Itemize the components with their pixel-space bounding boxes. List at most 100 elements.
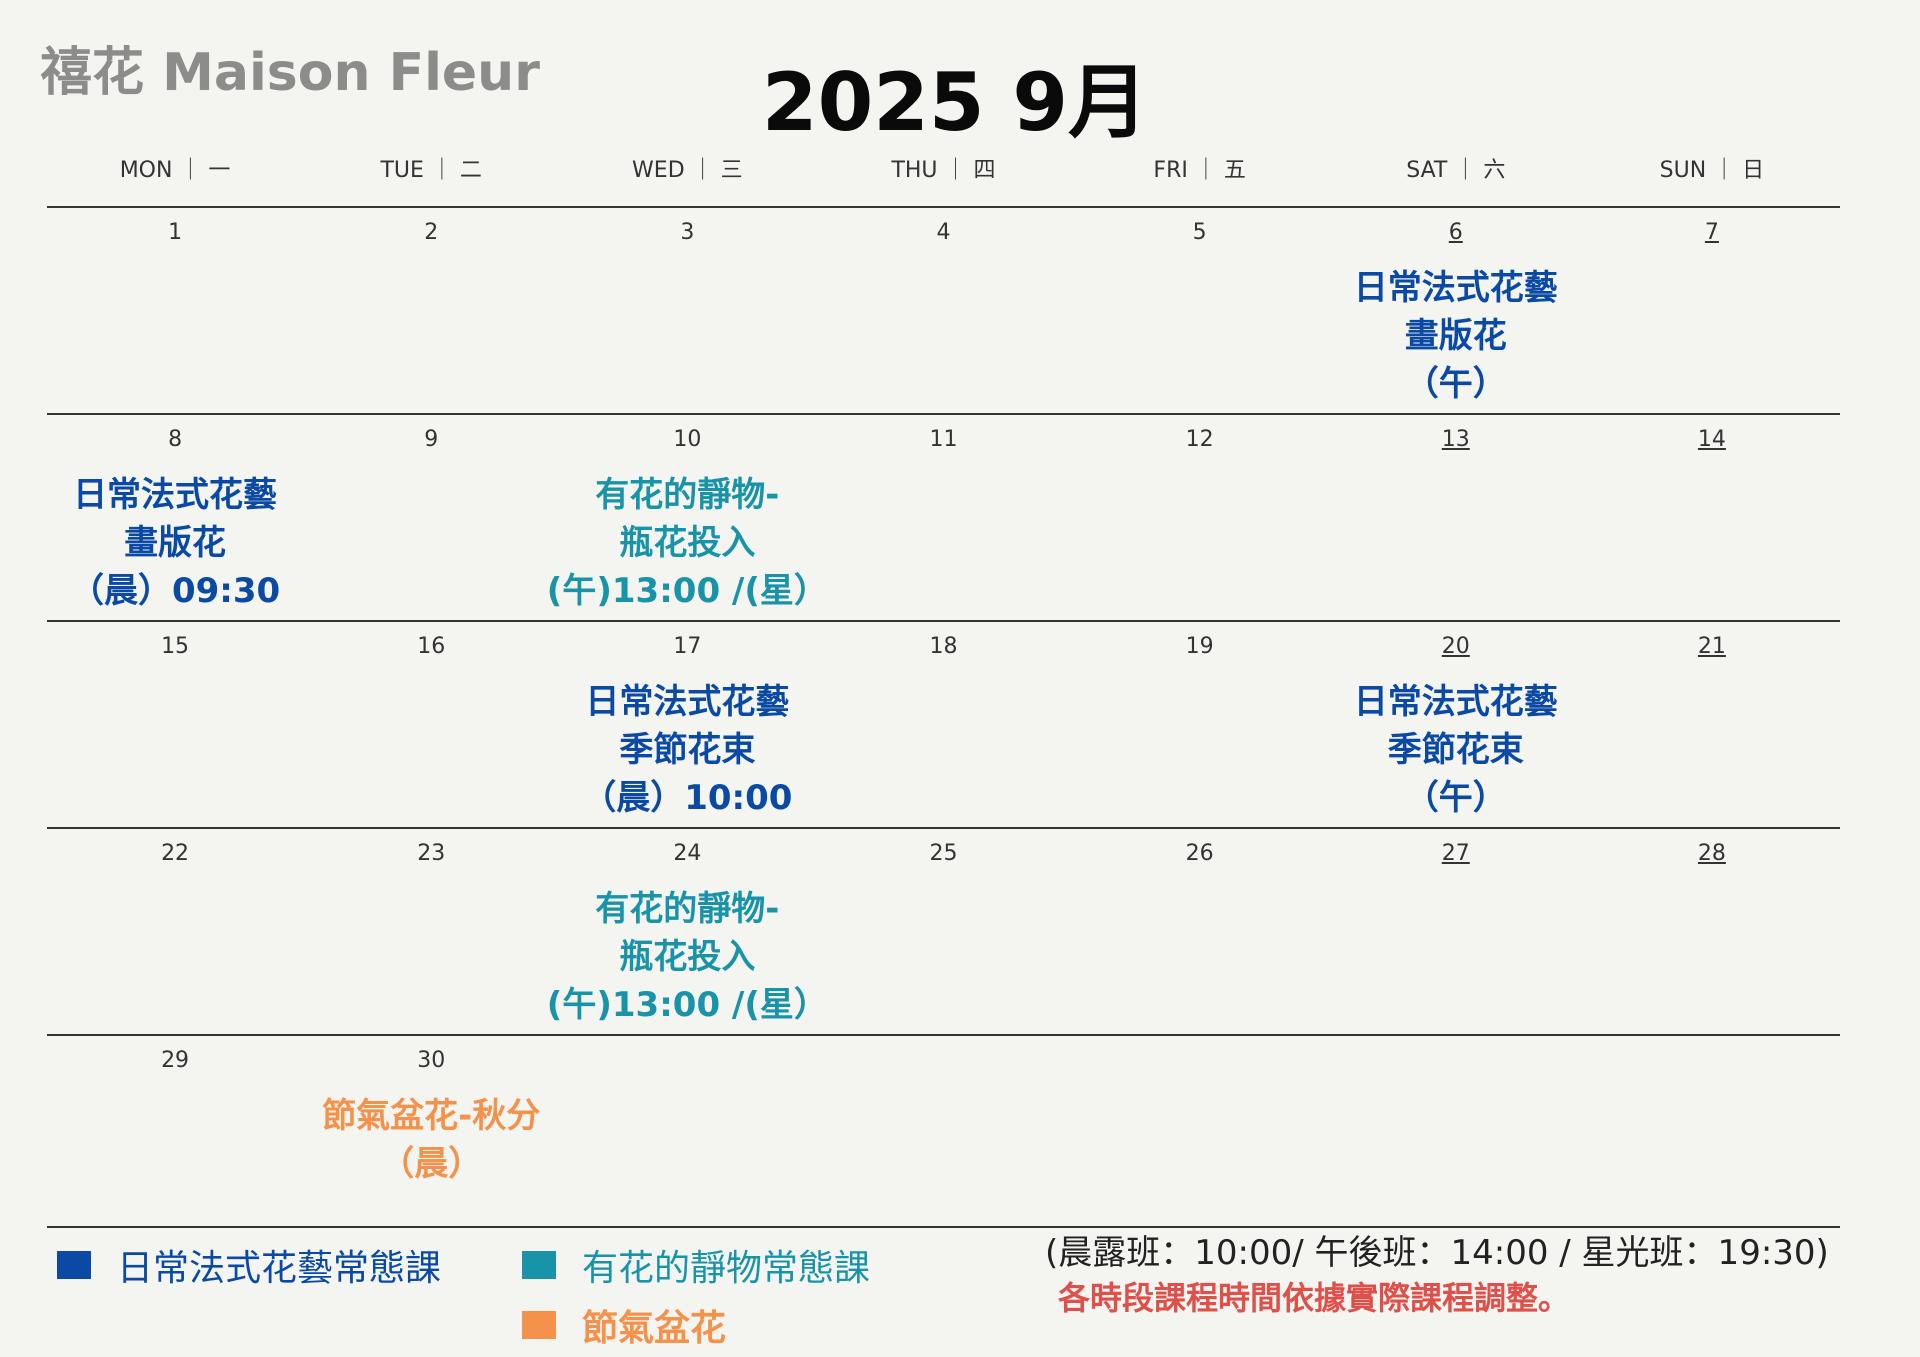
day-number: 28 bbox=[1697, 841, 1726, 866]
day-number: 15 bbox=[161, 634, 190, 659]
calendar-day: 22 bbox=[47, 829, 303, 1034]
calendar-week: 8 日常法式花藝 畫版花 （晨）09:30 9 10 有花的靜物- 瓶花投入 (午)13:00 … bbox=[47, 413, 1840, 620]
day-number: 12 bbox=[1185, 427, 1214, 452]
day-number: 1 bbox=[168, 220, 183, 245]
brand-name: 禧花 Maison Fleur bbox=[40, 43, 540, 103]
calendar-day: 25 bbox=[815, 829, 1071, 1034]
day-number: 25 bbox=[929, 841, 958, 866]
calendar-day: 19 bbox=[1072, 622, 1328, 827]
calendar-event: 有花的靜物- 瓶花投入 (午)13:00 /(星） bbox=[529, 885, 845, 1029]
day-number: 14 bbox=[1697, 427, 1726, 452]
day-number bbox=[815, 1048, 1071, 1078]
weekday-thu: THU ｜ 四 bbox=[891, 158, 996, 183]
page-title: 2025 9月 bbox=[761, 56, 1149, 149]
weekday-sun: SUN ｜ 日 bbox=[1659, 158, 1765, 183]
calendar-day: 30 節氣盆花-秋分 （晨） bbox=[303, 1036, 559, 1226]
calendar-day: 7 bbox=[1584, 208, 1840, 413]
day-number: 21 bbox=[1697, 634, 1726, 659]
calendar-day: 5 bbox=[1072, 208, 1328, 413]
weekday-header: MON ｜ 一 TUE ｜ 二 WED ｜ 三 THU ｜ 四 FRI ｜ 五 … bbox=[47, 152, 1840, 196]
calendar-day: 17 日常法式花藝 季節花束 （晨）10:00 bbox=[559, 622, 815, 827]
day-number: 10 bbox=[673, 427, 702, 452]
weekday-mon: MON ｜ 一 bbox=[119, 158, 231, 183]
calendar-day: 1 bbox=[47, 208, 303, 413]
calendar-day: 12 bbox=[1072, 415, 1328, 620]
event-line: 季節花束 bbox=[1387, 730, 1524, 770]
day-number: 13 bbox=[1441, 427, 1470, 452]
calendar-event: 日常法式花藝 季節花束 （午） bbox=[1298, 678, 1614, 822]
calendar-week: 22 23 24 有花的靜物- 瓶花投入 (午)13:00 /(星） 25 26 27 28 bbox=[47, 827, 1840, 1034]
legend-swatch-orange bbox=[522, 1311, 556, 1339]
calendar-event: 日常法式花藝 畫版花 （晨）09:30 bbox=[17, 471, 333, 615]
event-line: 瓶花投入 bbox=[619, 523, 756, 563]
calendar-week: 15 16 17 日常法式花藝 季節花束 （晨）10:00 18 19 20 日常法式花藝 季節花束… bbox=[47, 620, 1840, 827]
calendar-day: 23 bbox=[303, 829, 559, 1034]
schedule-disclaimer: 各時段課程時間依據實際課程調整。 bbox=[1058, 1279, 1571, 1317]
calendar-week: 1 2 3 4 5 6 日常法式花藝 畫版花 （午） 7 bbox=[47, 206, 1840, 413]
calendar-week: 29 30 節氣盆花-秋分 （晨） bbox=[47, 1034, 1840, 1228]
event-line: (午)13:00 /(星） bbox=[546, 571, 828, 611]
event-line: (午)13:00 /(星） bbox=[546, 985, 828, 1025]
day-number: 27 bbox=[1441, 841, 1470, 866]
calendar-day: 3 bbox=[559, 208, 815, 413]
event-line: 畫版花 bbox=[1404, 316, 1507, 356]
day-number: 26 bbox=[1185, 841, 1214, 866]
day-number: 30 bbox=[417, 1048, 446, 1073]
legend-label: 有花的靜物常態課 bbox=[582, 1248, 871, 1289]
event-line: （午） bbox=[1404, 778, 1507, 818]
calendar-day: 28 bbox=[1584, 829, 1840, 1034]
day-number bbox=[1328, 1048, 1584, 1078]
day-number: 9 bbox=[424, 427, 439, 452]
event-line: （午） bbox=[1404, 364, 1507, 404]
calendar-day bbox=[559, 1036, 815, 1226]
legend-swatch-teal bbox=[522, 1251, 556, 1279]
legend-item-daily: 日常法式花藝常態課 bbox=[57, 1239, 441, 1291]
calendar-day: 2 bbox=[303, 208, 559, 413]
event-line: 有花的靜物- bbox=[595, 475, 780, 515]
event-line: 日常法式花藝 bbox=[1353, 268, 1558, 308]
legend-label: 日常法式花藝常態課 bbox=[117, 1248, 442, 1289]
calendar-event: 日常法式花藝 畫版花 （午） bbox=[1298, 264, 1614, 408]
calendar-day: 29 bbox=[47, 1036, 303, 1226]
day-number: 17 bbox=[673, 634, 702, 659]
calendar-event: 日常法式花藝 季節花束 （晨）10:00 bbox=[529, 678, 845, 822]
calendar-day: 20 日常法式花藝 季節花束 （午） bbox=[1328, 622, 1584, 827]
day-number: 3 bbox=[680, 220, 695, 245]
calendar-day: 6 日常法式花藝 畫版花 （午） bbox=[1328, 208, 1584, 413]
event-line: 有花的靜物- bbox=[595, 889, 780, 929]
event-line: 節氣盆花-秋分 bbox=[322, 1096, 541, 1136]
day-number: 23 bbox=[417, 841, 446, 866]
calendar-event: 有花的靜物- 瓶花投入 (午)13:00 /(星） bbox=[529, 471, 845, 615]
day-number: 5 bbox=[1192, 220, 1207, 245]
day-number: 8 bbox=[168, 427, 183, 452]
legend-item-stilllife: 有花的靜物常態課 bbox=[522, 1239, 870, 1291]
day-number: 29 bbox=[161, 1048, 190, 1073]
calendar-day bbox=[815, 1036, 1071, 1226]
day-number: 16 bbox=[417, 634, 446, 659]
day-number: 11 bbox=[929, 427, 958, 452]
calendar-day: 4 bbox=[815, 208, 1071, 413]
legend-label: 節氣盆花 bbox=[582, 1308, 727, 1349]
event-line: 日常法式花藝 bbox=[1353, 682, 1558, 722]
event-line: 日常法式花藝 bbox=[73, 475, 278, 515]
event-line: 畫版花 bbox=[124, 523, 227, 563]
weekday-fri: FRI ｜ 五 bbox=[1153, 158, 1246, 183]
calendar-day: 9 bbox=[303, 415, 559, 620]
day-number bbox=[1584, 1048, 1840, 1078]
weekday-sat: SAT ｜ 六 bbox=[1406, 158, 1506, 183]
calendar-day: 27 bbox=[1328, 829, 1584, 1034]
event-line: （晨）09:30 bbox=[69, 571, 281, 611]
day-number bbox=[559, 1048, 815, 1078]
day-number: 18 bbox=[929, 634, 958, 659]
calendar-day bbox=[1328, 1036, 1584, 1226]
day-number: 19 bbox=[1185, 634, 1214, 659]
day-number: 20 bbox=[1441, 634, 1470, 659]
calendar-day: 15 bbox=[47, 622, 303, 827]
calendar-day: 26 bbox=[1072, 829, 1328, 1034]
calendar-day bbox=[1072, 1036, 1328, 1226]
calendar-day: 10 有花的靜物- 瓶花投入 (午)13:00 /(星） bbox=[547, 415, 828, 620]
day-number: 22 bbox=[161, 841, 190, 866]
calendar-grid: 1 2 3 4 5 6 日常法式花藝 畫版花 （午） 7 8 日常法式花藝 畫版花 （晨）09:30 9 10… bbox=[47, 206, 1840, 1228]
event-line: 日常法式花藝 bbox=[585, 682, 790, 722]
weekday-tue: TUE ｜ 二 bbox=[380, 158, 482, 183]
